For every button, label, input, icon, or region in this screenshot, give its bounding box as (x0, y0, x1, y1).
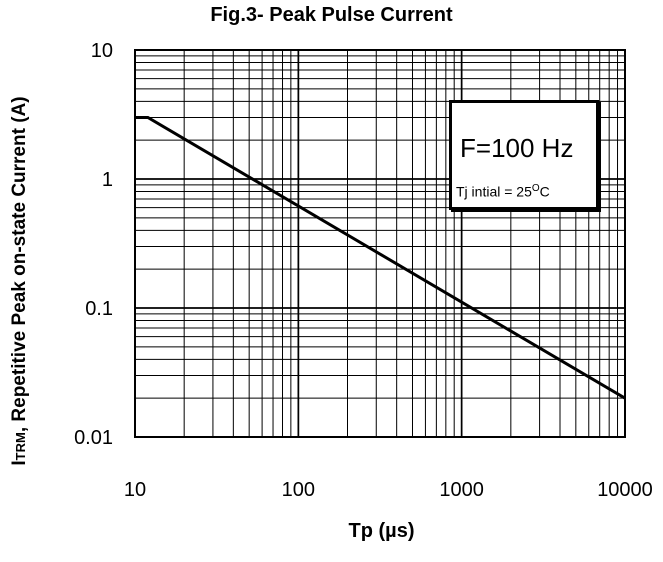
x-tick-label: 100 (282, 479, 315, 501)
y-tick-label: 0.01 (74, 427, 113, 449)
legend-temperature-unit: C (539, 183, 550, 200)
y-tick-label: 1 (102, 169, 113, 191)
plot-frame (134, 49, 626, 438)
legend-temperature-text: Tj intial = 25 (456, 183, 532, 200)
legend-box: F=100 Hz Tj intial = 25OC (449, 100, 599, 210)
series-line (135, 116, 626, 400)
x-axis-label: Tp (µs) (348, 520, 415, 542)
x-tick-label: 10000 (597, 479, 653, 501)
legend-temperature: Tj intial = 25OC (456, 183, 550, 200)
y-tick-label: 0.1 (85, 298, 113, 320)
legend-frequency: F=100 Hz (460, 133, 574, 163)
x-tick-label: 1000 (439, 479, 484, 501)
chart-title: Fig.3- Peak Pulse Current (210, 4, 453, 26)
x-tick-label: 10 (124, 479, 146, 501)
y-tick-label: 10 (91, 40, 113, 62)
legend-degree-symbol: O (531, 183, 540, 194)
